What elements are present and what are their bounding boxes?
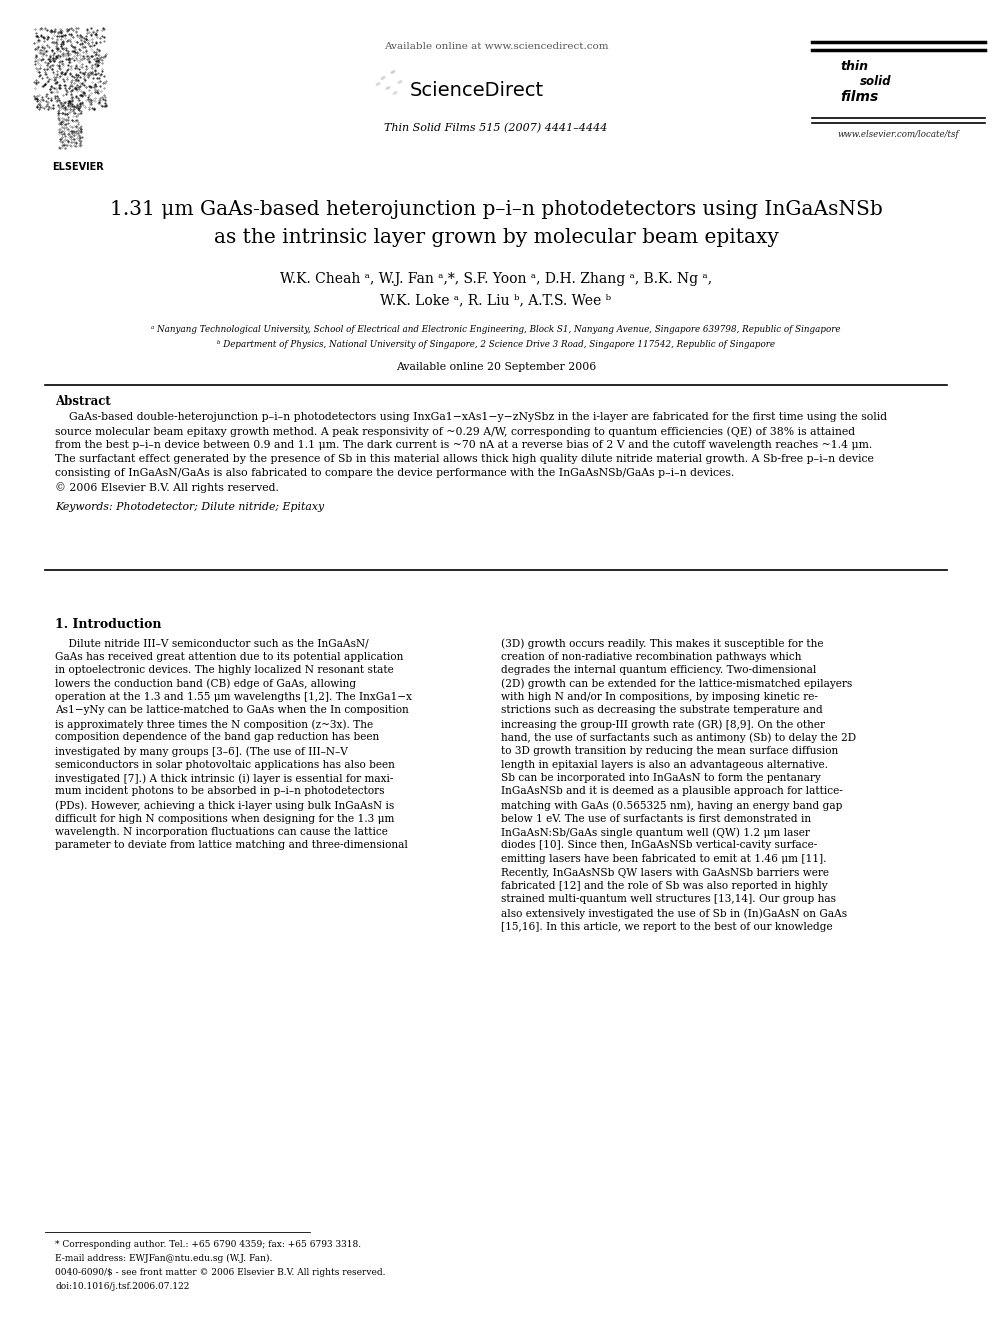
Text: [15,16]. In this article, we report to the best of our knowledge: [15,16]. In this article, we report to t… [501, 922, 832, 931]
Text: from the best p–i–n device between 0.9 and 1.1 μm. The dark current is ~70 nA at: from the best p–i–n device between 0.9 a… [55, 441, 872, 450]
Text: as the intrinsic layer grown by molecular beam epitaxy: as the intrinsic layer grown by molecula… [213, 228, 779, 247]
Text: increasing the group-III growth rate (GR) [8,9]. On the other: increasing the group-III growth rate (GR… [501, 718, 825, 729]
Text: diodes [10]. Since then, InGaAsNSb vertical-cavity surface-: diodes [10]. Since then, InGaAsNSb verti… [501, 840, 817, 851]
Text: ELSEVIER: ELSEVIER [53, 161, 104, 172]
Text: GaAs has received great attention due to its potential application: GaAs has received great attention due to… [55, 651, 404, 662]
Text: * Corresponding author. Tel.: +65 6790 4359; fax: +65 6793 3318.: * Corresponding author. Tel.: +65 6790 4… [55, 1240, 361, 1249]
Text: (PDs). However, achieving a thick i-layer using bulk InGaAsN is: (PDs). However, achieving a thick i-laye… [55, 800, 394, 811]
Text: length in epitaxial layers is also an advantageous alternative.: length in epitaxial layers is also an ad… [501, 759, 828, 770]
Text: lowers the conduction band (CB) edge of GaAs, allowing: lowers the conduction band (CB) edge of … [55, 679, 356, 689]
Text: investigated [7].) A thick intrinsic (i) layer is essential for maxi-: investigated [7].) A thick intrinsic (i)… [55, 773, 394, 783]
Text: Dilute nitride III–V semiconductor such as the InGaAsN/: Dilute nitride III–V semiconductor such … [55, 638, 369, 648]
Text: 1.31 μm GaAs-based heterojunction p–i–n photodetectors using InGaAsNSb: 1.31 μm GaAs-based heterojunction p–i–n … [110, 200, 882, 220]
Text: Available online at www.sciencedirect.com: Available online at www.sciencedirect.co… [384, 42, 608, 52]
Text: strictions such as decreasing the substrate temperature and: strictions such as decreasing the substr… [501, 705, 822, 716]
Text: strained multi-quantum well structures [13,14]. Our group has: strained multi-quantum well structures [… [501, 894, 836, 905]
Text: Thin Solid Films 515 (2007) 4441–4444: Thin Solid Films 515 (2007) 4441–4444 [384, 123, 608, 134]
Text: InGaAsNSb and it is deemed as a plausible approach for lattice-: InGaAsNSb and it is deemed as a plausibl… [501, 786, 843, 796]
Text: with high N and/or In compositions, by imposing kinetic re-: with high N and/or In compositions, by i… [501, 692, 817, 703]
Ellipse shape [391, 70, 396, 74]
Text: composition dependence of the band gap reduction has been: composition dependence of the band gap r… [55, 733, 379, 742]
Text: (2D) growth can be extended for the lattice-mismatched epilayers: (2D) growth can be extended for the latt… [501, 679, 852, 689]
Text: © 2006 Elsevier B.V. All rights reserved.: © 2006 Elsevier B.V. All rights reserved… [55, 482, 279, 492]
Text: GaAs-based double-heterojunction p–i–n photodetectors using InxGa1−xAs1−y−zNySbz: GaAs-based double-heterojunction p–i–n p… [55, 411, 887, 422]
Text: 0040-6090/$ - see front matter © 2006 Elsevier B.V. All rights reserved.: 0040-6090/$ - see front matter © 2006 El… [55, 1267, 386, 1277]
Text: doi:10.1016/j.tsf.2006.07.122: doi:10.1016/j.tsf.2006.07.122 [55, 1282, 189, 1291]
Text: InGaAsN:Sb/GaAs single quantum well (QW) 1.2 μm laser: InGaAsN:Sb/GaAs single quantum well (QW)… [501, 827, 809, 837]
Text: Recently, InGaAsNSb QW lasers with GaAsNSb barriers were: Recently, InGaAsNSb QW lasers with GaAsN… [501, 868, 829, 877]
Ellipse shape [393, 91, 398, 95]
Text: wavelength. N incorporation fluctuations can cause the lattice: wavelength. N incorporation fluctuations… [55, 827, 388, 837]
Text: mum incident photons to be absorbed in p–i–n photodetectors: mum incident photons to be absorbed in p… [55, 786, 385, 796]
Text: ᵃ Nanyang Technological University, School of Electrical and Electronic Engineer: ᵃ Nanyang Technological University, Scho… [151, 325, 841, 333]
Text: E-mail address: EWJFan@ntu.edu.sg (W.J. Fan).: E-mail address: EWJFan@ntu.edu.sg (W.J. … [55, 1254, 273, 1263]
Text: W.K. Cheah ᵃ, W.J. Fan ᵃ,*, S.F. Yoon ᵃ, D.H. Zhang ᵃ, B.K. Ng ᵃ,: W.K. Cheah ᵃ, W.J. Fan ᵃ,*, S.F. Yoon ᵃ,… [280, 273, 712, 286]
Text: 1. Introduction: 1. Introduction [55, 618, 162, 631]
Ellipse shape [381, 77, 386, 79]
Ellipse shape [386, 86, 391, 90]
Text: investigated by many groups [3–6]. (The use of III–N–V: investigated by many groups [3–6]. (The … [55, 746, 348, 757]
Text: fabricated [12] and the role of Sb was also reported in highly: fabricated [12] and the role of Sb was a… [501, 881, 827, 890]
Text: As1−yNy can be lattice-matched to GaAs when the In composition: As1−yNy can be lattice-matched to GaAs w… [55, 705, 409, 716]
Text: matching with GaAs (0.565325 nm), having an energy band gap: matching with GaAs (0.565325 nm), having… [501, 800, 842, 811]
Text: The surfactant effect generated by the presence of Sb in this material allows th: The surfactant effect generated by the p… [55, 454, 874, 464]
Text: films: films [840, 90, 878, 105]
Ellipse shape [376, 82, 381, 86]
Text: consisting of InGaAsN/GaAs is also fabricated to compare the device performance : consisting of InGaAsN/GaAs is also fabri… [55, 468, 734, 478]
Text: emitting lasers have been fabricated to emit at 1.46 μm [11].: emitting lasers have been fabricated to … [501, 855, 826, 864]
Text: W.K. Loke ᵃ, R. Liu ᵇ, A.T.S. Wee ᵇ: W.K. Loke ᵃ, R. Liu ᵇ, A.T.S. Wee ᵇ [381, 292, 611, 307]
Text: degrades the internal quantum efficiency. Two-dimensional: degrades the internal quantum efficiency… [501, 665, 816, 675]
Text: also extensively investigated the use of Sb in (In)GaAsN on GaAs: also extensively investigated the use of… [501, 908, 847, 918]
Text: www.elsevier.com/locate/tsf: www.elsevier.com/locate/tsf [837, 130, 959, 139]
Text: Sb can be incorporated into InGaAsN to form the pentanary: Sb can be incorporated into InGaAsN to f… [501, 773, 820, 783]
Ellipse shape [398, 81, 403, 83]
Text: is approximately three times the N composition (z~3x). The: is approximately three times the N compo… [55, 718, 373, 729]
Text: (3D) growth occurs readily. This makes it susceptible for the: (3D) growth occurs readily. This makes i… [501, 638, 823, 648]
Text: to 3D growth transition by reducing the mean surface diffusion: to 3D growth transition by reducing the … [501, 746, 838, 755]
Text: source molecular beam epitaxy growth method. A peak responsivity of ~0.29 A/W, c: source molecular beam epitaxy growth met… [55, 426, 855, 437]
Text: thin: thin [840, 60, 868, 73]
Text: in optoelectronic devices. The highly localized N resonant state: in optoelectronic devices. The highly lo… [55, 665, 394, 675]
Text: Abstract: Abstract [55, 396, 111, 407]
Text: parameter to deviate from lattice matching and three-dimensional: parameter to deviate from lattice matchi… [55, 840, 408, 851]
Text: hand, the use of surfactants such as antimony (Sb) to delay the 2D: hand, the use of surfactants such as ant… [501, 733, 856, 744]
Text: ᵇ Department of Physics, National University of Singapore, 2 Science Drive 3 Roa: ᵇ Department of Physics, National Univer… [217, 340, 775, 349]
Text: solid: solid [860, 75, 892, 89]
Text: ScienceDirect: ScienceDirect [410, 81, 545, 99]
Text: Available online 20 September 2006: Available online 20 September 2006 [396, 363, 596, 372]
Text: operation at the 1.3 and 1.55 μm wavelengths [1,2]. The InxGa1−x: operation at the 1.3 and 1.55 μm wavelen… [55, 692, 412, 703]
Text: difficult for high N compositions when designing for the 1.3 μm: difficult for high N compositions when d… [55, 814, 395, 823]
Text: creation of non-radiative recombination pathways which: creation of non-radiative recombination … [501, 651, 802, 662]
Text: semiconductors in solar photovoltaic applications has also been: semiconductors in solar photovoltaic app… [55, 759, 395, 770]
Text: Keywords: Photodetector; Dilute nitride; Epitaxy: Keywords: Photodetector; Dilute nitride;… [55, 501, 324, 512]
Text: below 1 eV. The use of surfactants is first demonstrated in: below 1 eV. The use of surfactants is fi… [501, 814, 811, 823]
